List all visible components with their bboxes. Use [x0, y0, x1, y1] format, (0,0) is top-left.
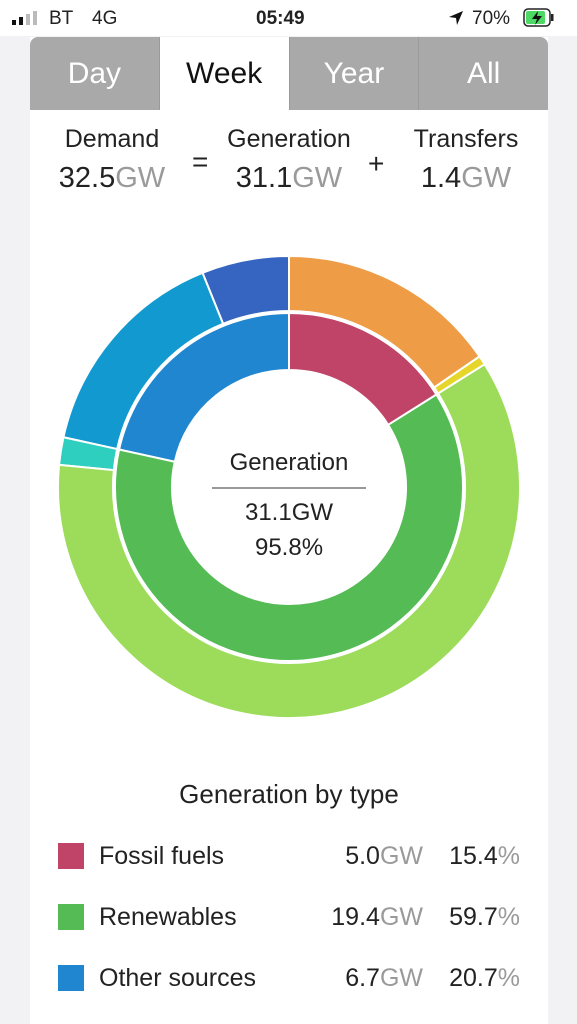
operator: = [192, 146, 209, 177]
legend-percent-sign: % [497, 903, 520, 931]
legend-value: 19.4GW [331, 903, 423, 932]
tab[interactable]: Week [159, 37, 290, 110]
legend-unit: GW [379, 903, 423, 931]
legend-percent: 20.7% [449, 964, 520, 993]
summary-item: Demand 32.5GW [32, 125, 192, 195]
legend-unit: GW [379, 964, 423, 992]
legend-value-number: 19.4 [331, 903, 380, 931]
summary-unit: GW [292, 162, 343, 194]
summary-item: Generation 31.1GW [209, 125, 369, 195]
outer-segment [57, 362, 521, 719]
center-value: 31.1GW [245, 499, 333, 526]
center-value-number: 31.1 [245, 499, 292, 526]
center-percent-sign: % [302, 534, 323, 561]
legend-swatch [58, 843, 84, 869]
legend-row: Renewables 19.4GW 59.7% [58, 903, 520, 933]
summary-value: 32.5GW [32, 162, 192, 195]
legend-value-number: 5.0 [345, 842, 380, 870]
summary-label: Generation [227, 125, 351, 153]
outer-segment [288, 254, 481, 389]
legend-percent-sign: % [497, 964, 520, 992]
time: 05:49 [256, 8, 305, 29]
battery-icon [523, 8, 554, 27]
location-icon [449, 11, 463, 25]
tab[interactable]: All [419, 37, 548, 110]
summary-number: 32.5 [58, 162, 116, 194]
center-percent: 95.8% [255, 534, 323, 561]
network: 4G [92, 8, 118, 29]
tab[interactable]: Day [30, 37, 160, 110]
legend-name: Fossil fuels [99, 842, 225, 870]
legend-percent-number: 20.7 [449, 964, 498, 992]
summary-number: 31.1 [235, 162, 293, 194]
legend-percent-sign: % [497, 842, 520, 870]
summary-unit: GW [461, 162, 512, 194]
summary-value: 31.1GW [209, 162, 369, 195]
tab-bar: Day Week Year All [30, 37, 548, 110]
legend-value: 6.7GW [345, 964, 423, 993]
status-bar: BT 4G 05:49 70% [0, 0, 577, 36]
carrier: BT [49, 8, 74, 29]
tab[interactable]: Year [289, 37, 420, 110]
legend-swatch [58, 965, 84, 991]
legend-percent-number: 59.7 [449, 903, 498, 931]
legend-swatch [58, 904, 84, 930]
legend-percent: 59.7% [449, 903, 520, 932]
legend-name: Other sources [99, 964, 257, 992]
legend-row: Fossil fuels 5.0GW 15.4% [58, 842, 520, 872]
summary-value: 1.4GW [386, 162, 546, 195]
legend-value: 5.0GW [345, 842, 423, 871]
summary-number: 1.4 [420, 162, 462, 194]
outer-segment [62, 271, 225, 451]
summary-label: Demand [64, 125, 160, 153]
center-percent-number: 95.8 [255, 534, 302, 561]
signal-icon [12, 11, 37, 25]
outer-segment [57, 436, 119, 472]
legend-title: Generation by type [179, 779, 399, 809]
center-unit: GW [292, 499, 334, 526]
legend-row: Other sources 6.7GW 20.7% [58, 964, 520, 994]
inner-segment [288, 311, 438, 427]
legend-percent: 15.4% [449, 842, 520, 871]
legend-percent-number: 15.4 [449, 842, 498, 870]
battery-level: 70% [472, 8, 511, 29]
summary-label: Transfers [413, 125, 519, 153]
center-label: Generation [230, 449, 349, 476]
summary-item: Transfers 1.4GW [386, 125, 546, 195]
legend-unit: GW [379, 842, 423, 870]
inner-segment [114, 393, 464, 662]
summary-unit: GW [115, 162, 166, 194]
operator: + [368, 148, 385, 179]
legend-name: Renewables [99, 903, 237, 931]
legend-value-number: 6.7 [345, 964, 380, 992]
